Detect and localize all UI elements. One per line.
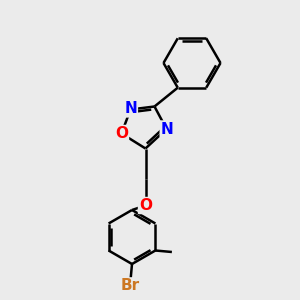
Text: N: N	[124, 101, 137, 116]
Text: N: N	[161, 122, 173, 136]
Text: O: O	[115, 126, 128, 141]
Text: Br: Br	[121, 278, 140, 293]
Text: O: O	[139, 198, 152, 213]
